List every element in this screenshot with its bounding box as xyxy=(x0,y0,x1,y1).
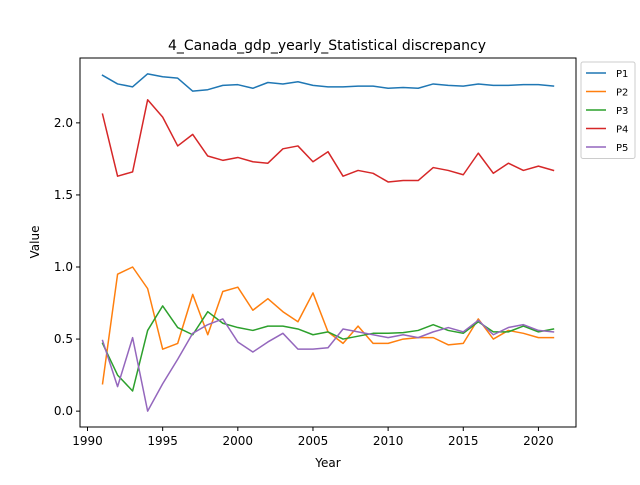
series-line-p4 xyxy=(101,99,555,183)
y-tick-label: 0.5 xyxy=(54,332,73,346)
legend-label-p5: P5 xyxy=(616,143,628,154)
y-tick-label: 2.0 xyxy=(54,116,73,130)
y-tick-label: 1.5 xyxy=(54,188,73,202)
legend-box xyxy=(580,61,636,159)
x-axis-ticks: 1990 1995 2000 2005 2010 2015 2020 xyxy=(72,427,554,448)
legend-label-p1: P1 xyxy=(616,69,628,80)
x-tick-label: 2005 xyxy=(298,434,329,448)
chart-title: 4_Canada_gdp_yearly_Statistical discrepa… xyxy=(168,38,486,54)
y-axis-ticks: 0.0 0.5 1.0 1.5 2.0 xyxy=(54,116,80,418)
y-tick-label: 1.0 xyxy=(54,260,73,274)
x-tick-label: 2000 xyxy=(223,434,254,448)
plot-area xyxy=(101,73,555,412)
y-axis-label: Value xyxy=(28,226,42,259)
x-tick-label: 2015 xyxy=(448,434,479,448)
series-line-p5 xyxy=(101,318,555,412)
x-tick-label: 1990 xyxy=(72,434,103,448)
legend-label-p4: P4 xyxy=(616,125,628,136)
x-tick-label: 1995 xyxy=(147,434,178,448)
axes-frame xyxy=(79,57,577,428)
series-line-p3 xyxy=(101,305,555,392)
legend-label-p2: P2 xyxy=(616,88,628,99)
series-line-p1 xyxy=(101,73,555,92)
legend: P1 P2 P3 P4 P5 xyxy=(580,61,636,159)
x-tick-label: 2020 xyxy=(523,434,554,448)
x-tick-label: 2010 xyxy=(373,434,404,448)
y-tick-label: 0.0 xyxy=(54,404,73,418)
x-axis-label: Year xyxy=(314,456,340,470)
legend-label-p3: P3 xyxy=(616,106,628,117)
